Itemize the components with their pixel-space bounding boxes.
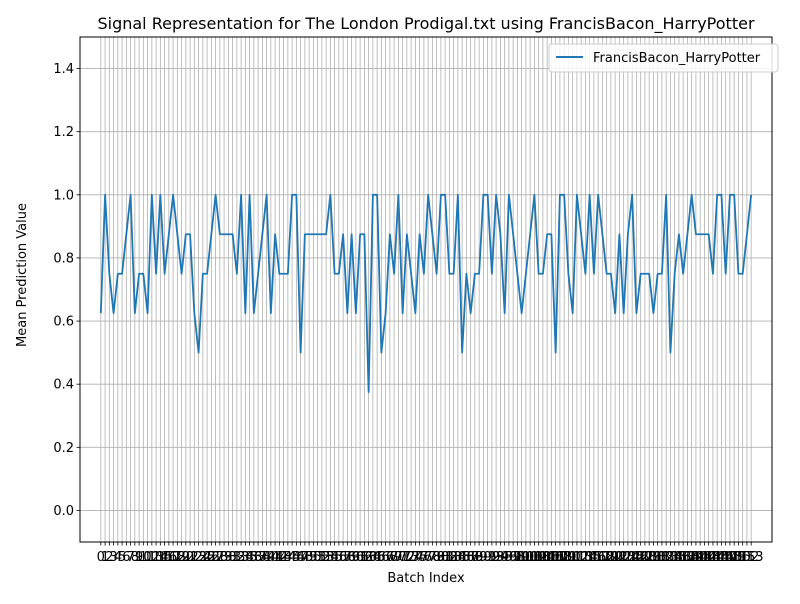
legend: FrancisBacon_HarryPotter <box>549 44 778 72</box>
y-tick-label: 0.6 <box>53 315 74 330</box>
y-tick-label: 1.0 <box>53 188 74 203</box>
legend-label: FrancisBacon_HarryPotter <box>593 51 761 66</box>
y-tick-label: 0.2 <box>53 441 74 456</box>
y-tick-label: 0.4 <box>53 378 74 393</box>
x-axis-label: Batch Index <box>387 571 465 586</box>
chart-title: Signal Representation for The London Pro… <box>97 14 754 34</box>
y-axis-label: Mean Prediction Value <box>15 203 30 347</box>
y-tick-label: 1.4 <box>53 62 74 77</box>
y-tick-label: 0.8 <box>53 251 74 266</box>
y-tick-label: 1.2 <box>53 125 74 140</box>
x-tick-label: 153 <box>739 550 764 565</box>
y-tick-label: 0.0 <box>53 504 74 519</box>
